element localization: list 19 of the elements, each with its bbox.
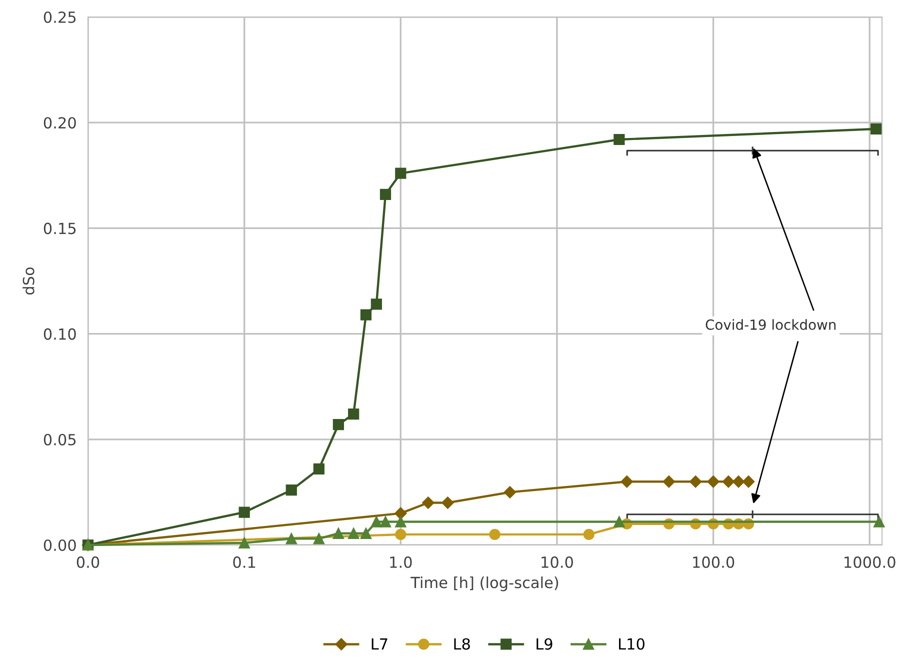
x-axis-title: Time [h] (log-scale) (410, 576, 558, 592)
y-tick-label: 0.00 (44, 539, 76, 552)
x-tick-label: 0.1 (233, 556, 256, 568)
legend-label: L8 (454, 638, 470, 650)
x-tick-label: 0.0 (76, 556, 100, 568)
x-tick-label: 1.0 (390, 556, 412, 568)
y-tick-label: 0.10 (44, 328, 76, 340)
x-tick-label: 10.0 (542, 556, 573, 568)
x-tick-label: 100.0 (693, 556, 734, 568)
y-tick-label: 0.20 (44, 117, 76, 129)
y-axis-title: dSo (22, 267, 34, 295)
x-tick-label: 1000.0 (844, 556, 896, 568)
legend-label: L10 (619, 638, 644, 650)
y-tick-label: 0.15 (44, 222, 76, 234)
legend-label: L7 (372, 638, 388, 650)
annotation: Covid-19 lockdown (706, 319, 836, 330)
legend-label: L9 (536, 638, 552, 650)
y-tick-label: 0.05 (44, 434, 76, 446)
y-tick-label: 0.25 (44, 11, 76, 24)
